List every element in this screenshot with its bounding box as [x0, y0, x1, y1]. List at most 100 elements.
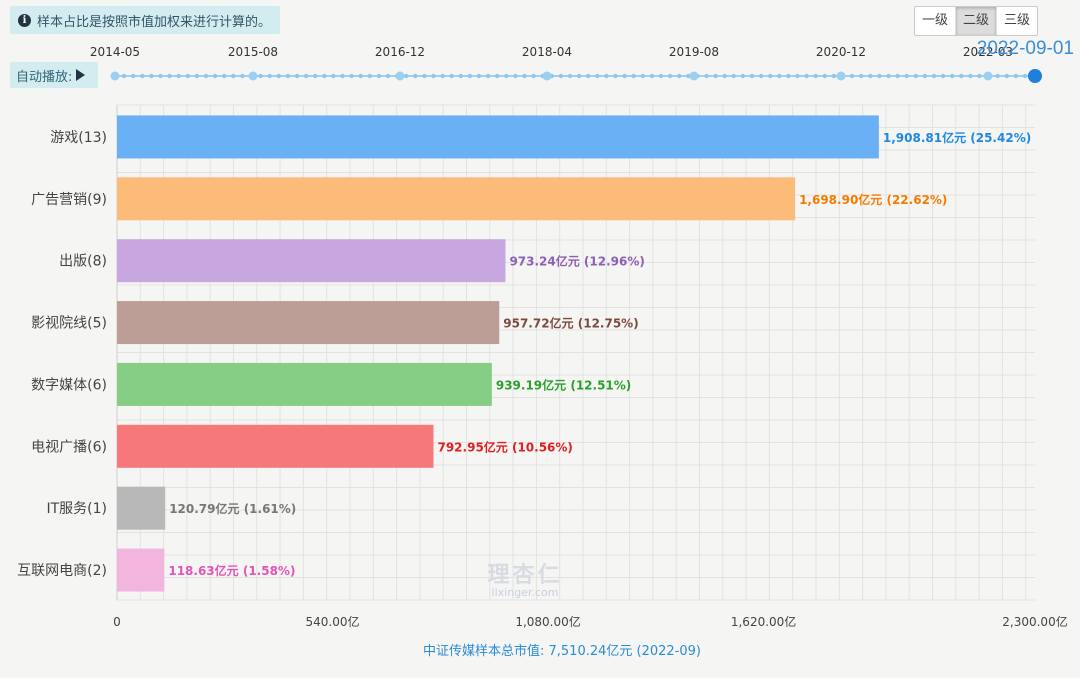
timeline-dot[interactable]	[349, 73, 354, 79]
timeline-dot[interactable]	[504, 73, 509, 79]
timeline-dot[interactable]	[768, 73, 773, 79]
level-1-button[interactable]: 一级	[915, 7, 956, 35]
timeline-dot[interactable]	[1004, 73, 1009, 79]
timeline-dot[interactable]	[658, 73, 664, 79]
timeline-dot[interactable]	[413, 73, 418, 79]
timeline-dot[interactable]	[667, 73, 673, 79]
timeline-dot[interactable]	[331, 73, 336, 79]
timeline-dot[interactable]	[385, 73, 391, 79]
level-2-button[interactable]: 二级	[956, 7, 997, 35]
timeline-dot[interactable]	[158, 73, 163, 79]
timeline-dot[interactable]	[740, 73, 746, 79]
timeline-dot[interactable]	[777, 73, 782, 79]
timeline-dot[interactable]	[877, 73, 882, 79]
timeline-dot[interactable]	[340, 73, 345, 79]
timeline-dot[interactable]	[140, 73, 145, 79]
timeline-dot[interactable]	[467, 73, 473, 79]
timeline-dot[interactable]	[294, 73, 300, 79]
timeline-dot[interactable]	[513, 73, 518, 79]
bar[interactable]	[117, 486, 166, 530]
timeline-dot[interactable]	[950, 73, 955, 79]
timeline-dot[interactable]	[203, 73, 209, 79]
timeline-dot[interactable]	[649, 73, 655, 79]
timeline-dot[interactable]	[576, 73, 582, 79]
timeline-dot[interactable]	[886, 73, 891, 79]
timeline-dot[interactable]	[476, 73, 482, 79]
timeline-major-dot[interactable]	[836, 71, 846, 81]
timeline-dot[interactable]	[222, 73, 227, 79]
timeline-dot[interactable]	[995, 73, 1000, 79]
timeline-dot[interactable]	[677, 73, 682, 79]
timeline-dot[interactable]	[303, 73, 309, 79]
timeline-dot[interactable]	[531, 73, 536, 79]
timeline-dot[interactable]	[613, 73, 618, 79]
timeline-dot[interactable]	[131, 73, 136, 79]
timeline-dot[interactable]	[731, 73, 736, 79]
timeline-dot[interactable]	[485, 73, 491, 79]
timeline-dot[interactable]	[167, 73, 172, 79]
bar[interactable]	[117, 177, 796, 221]
bar[interactable]	[117, 424, 434, 468]
timeline-dot[interactable]	[231, 73, 236, 79]
timeline-dot[interactable]	[495, 73, 500, 79]
timeline-major-dot[interactable]	[542, 71, 552, 81]
timeline-dot[interactable]	[1013, 73, 1019, 79]
timeline-dot[interactable]	[367, 73, 372, 79]
timeline-dot[interactable]	[940, 73, 946, 79]
timeline-dot[interactable]	[931, 73, 937, 79]
timeline-major-dot[interactable]	[689, 71, 699, 81]
timeline-dot[interactable]	[440, 73, 445, 79]
timeline-dot[interactable]	[1022, 73, 1028, 79]
timeline-dot[interactable]	[240, 73, 245, 79]
timeline-dot[interactable]	[376, 73, 382, 79]
timeline-dot[interactable]	[404, 73, 409, 79]
timeline-dot[interactable]	[358, 73, 363, 79]
timeline-dot[interactable]	[185, 73, 190, 79]
timeline-dot[interactable]	[849, 73, 855, 79]
timeline-dot[interactable]	[149, 73, 154, 79]
timeline-dot[interactable]	[458, 73, 463, 79]
timeline-dot[interactable]	[522, 73, 527, 79]
timeline-major-dot[interactable]	[248, 71, 258, 81]
timeline-dot[interactable]	[276, 73, 281, 79]
timeline-dot[interactable]	[704, 73, 709, 79]
timeline-dot[interactable]	[558, 73, 564, 79]
timeline-dot[interactable]	[604, 73, 609, 79]
timeline-dot[interactable]	[640, 73, 645, 79]
timeline-dot[interactable]	[212, 73, 218, 79]
timeline-dot[interactable]	[449, 73, 454, 79]
timeline-dot[interactable]	[831, 73, 837, 79]
timeline-dot[interactable]	[749, 73, 755, 79]
timeline-dot[interactable]	[631, 73, 636, 79]
timeline-dot[interactable]	[176, 73, 181, 79]
bar[interactable]	[117, 115, 879, 159]
timeline-dot[interactable]	[258, 73, 263, 79]
timeline-current-handle[interactable]	[1028, 69, 1042, 83]
bar[interactable]	[117, 239, 506, 283]
timeline-dot[interactable]	[194, 73, 200, 79]
timeline-dot[interactable]	[431, 73, 436, 79]
timeline-dot[interactable]	[758, 73, 764, 79]
bar[interactable]	[117, 548, 165, 592]
timeline-dot[interactable]	[422, 73, 427, 79]
timeline-dot[interactable]	[322, 73, 327, 79]
timeline-dot[interactable]	[285, 73, 291, 79]
timeline-dot[interactable]	[822, 73, 827, 79]
timeline-dot[interactable]	[795, 73, 800, 79]
timeline-major-dot[interactable]	[110, 71, 120, 81]
timeline-dot[interactable]	[868, 73, 873, 79]
timeline-dot[interactable]	[121, 73, 127, 79]
timeline-dot[interactable]	[686, 73, 691, 79]
level-3-button[interactable]: 三级	[1003, 13, 1030, 28]
timeline-major-dot[interactable]	[983, 71, 993, 81]
timeline-dot[interactable]	[859, 73, 864, 79]
timeline-dot[interactable]	[922, 73, 928, 79]
timeline-dot[interactable]	[786, 73, 791, 79]
timeline-dot[interactable]	[813, 73, 818, 79]
timeline-dot[interactable]	[977, 73, 982, 79]
timeline-dot[interactable]	[622, 73, 627, 79]
bar[interactable]	[117, 362, 492, 406]
timeline-dot[interactable]	[804, 73, 809, 79]
timeline-dot[interactable]	[313, 73, 318, 79]
timeline-dot[interactable]	[913, 73, 918, 79]
